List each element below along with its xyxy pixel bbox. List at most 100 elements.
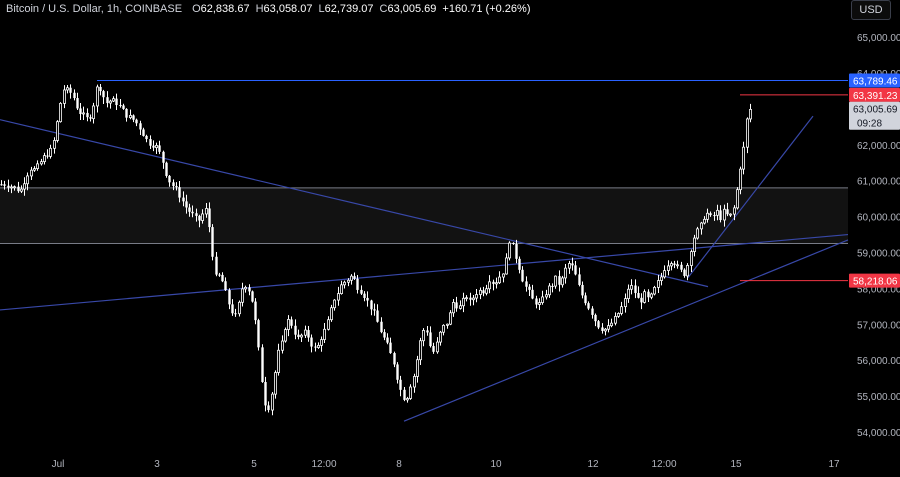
candle-body-140: [462, 297, 465, 307]
candle-body-96: [317, 344, 320, 348]
candle-body-55: [182, 197, 185, 202]
candle-body-141: [465, 297, 468, 300]
candle-body-171: [564, 267, 567, 279]
candle-body-119: [393, 353, 396, 365]
candle-body-67: [221, 274, 224, 282]
candle-body-190: [627, 288, 630, 299]
candle-body-222: [733, 207, 736, 215]
y-tick-label: 59,000.00: [857, 249, 900, 260]
candle-body-121: [399, 379, 402, 390]
candle-body-217: [716, 209, 719, 216]
candle-body-74: [244, 286, 247, 290]
candle-body-105: [347, 279, 350, 283]
currency-button[interactable]: USD: [851, 0, 891, 20]
countdown-text: 09:28: [857, 119, 882, 130]
candle-body-70: [231, 304, 234, 314]
candle-body-166: [548, 285, 551, 296]
candle-body-185: [610, 322, 613, 327]
price-tag-text-3: 58,218.06: [853, 277, 898, 288]
candle-body-205: [676, 264, 679, 267]
candle-body-133: [439, 331, 442, 343]
candle-body-184: [607, 325, 610, 330]
candle-body-28: [92, 105, 95, 120]
candle-body-198: [653, 286, 656, 295]
candle-body-26: [86, 112, 89, 118]
candle-body-161: [531, 289, 534, 299]
candle-body-2: [7, 185, 10, 188]
candle-body-220: [726, 209, 729, 215]
candle-body-12: [40, 161, 43, 165]
candle-body-153: [505, 257, 508, 275]
candle-body-108: [356, 278, 359, 290]
candle-body-160: [528, 286, 531, 290]
candle-body-1: [3, 184, 6, 186]
candle-body-58: [191, 211, 194, 214]
candle-body-83: [274, 372, 277, 395]
candle-body-109: [360, 289, 363, 294]
candle-body-117: [386, 337, 389, 343]
candle-body-33: [109, 100, 112, 104]
candle-body-118: [389, 342, 392, 354]
x-tick-label: 12:00: [651, 459, 676, 470]
x-tick-label: 3: [154, 459, 160, 470]
candle-body-44: [145, 135, 148, 140]
candle-body-35: [115, 98, 118, 106]
candle-body-68: [224, 281, 227, 291]
candle-body-142: [469, 297, 472, 300]
candle-body-138: [455, 302, 458, 309]
candle-body-46: [152, 145, 155, 148]
candle-body-101: [333, 299, 336, 309]
x-tick-label: 12: [587, 459, 599, 470]
candle-body-152: [502, 273, 505, 278]
trendline-2: [0, 233, 849, 311]
candle-body-183: [604, 328, 607, 332]
candle-body-22: [73, 92, 76, 99]
candle-body-189: [624, 298, 627, 308]
candle-body-149: [492, 281, 495, 284]
time-axis[interactable]: Jul 3 5 12:00 8 10 12 12:00 15 17: [52, 459, 840, 470]
candle-body-174: [574, 265, 577, 275]
candle-body-187: [617, 313, 620, 317]
candle-body-165: [545, 294, 548, 298]
candle-body-89: [294, 325, 297, 335]
candle-body-137: [452, 302, 455, 314]
candle-body-91: [300, 334, 303, 338]
candle-body-159: [525, 281, 528, 287]
candle-body-122: [403, 389, 406, 400]
candle-body-120: [396, 364, 399, 380]
candle-body-125: [413, 376, 416, 388]
candle-body-123: [406, 398, 409, 401]
candle-body-36: [119, 105, 122, 107]
candle-body-212: [700, 222, 703, 230]
candle-body-93: [307, 330, 310, 338]
candle-body-164: [541, 296, 544, 303]
candle-body-71: [234, 313, 237, 315]
candle-body-170: [561, 277, 564, 286]
candle-body-23: [76, 98, 79, 109]
candle-body-62: [205, 208, 208, 215]
candle-body-7: [23, 183, 26, 190]
high-value: 63,058.07: [263, 3, 313, 15]
candle-body-167: [551, 285, 554, 287]
candle-body-110: [363, 293, 366, 298]
candle-body-106: [350, 275, 353, 281]
candle-body-127: [419, 340, 422, 361]
symbol-info-bar: Bitcoin / U.S. Dollar, 1h, COINBASE O 62…: [6, 3, 531, 17]
candle-body-66: [218, 274, 221, 276]
candle-body-3: [10, 186, 13, 189]
candle-body-195: [643, 291, 646, 303]
candle-body-113: [373, 309, 376, 311]
candle-body-60: [198, 215, 201, 221]
candle-body-179: [591, 308, 594, 315]
candle-body-90: [297, 334, 300, 337]
candle-body-15: [49, 147, 52, 157]
y-tick-label: 57,000.00: [857, 320, 900, 331]
candle-body-24: [79, 108, 82, 114]
candle-body-39: [129, 114, 132, 119]
candle-body-72: [238, 301, 241, 315]
low-label: L: [318, 3, 325, 15]
candle-body-73: [241, 288, 244, 303]
candle-body-0: [0, 184, 3, 186]
